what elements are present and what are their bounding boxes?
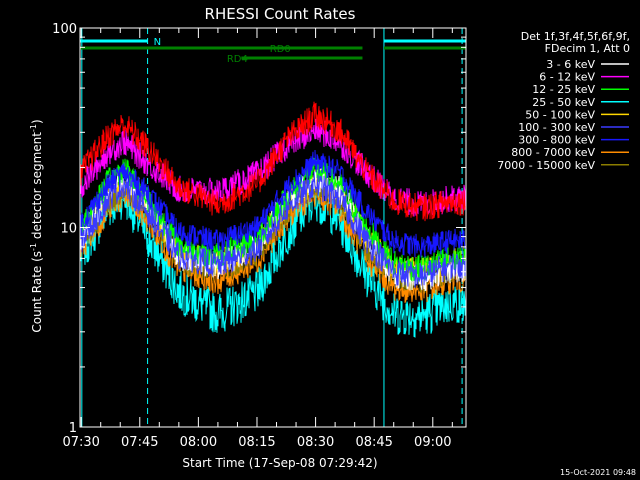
series-line-6 <box>80 171 466 288</box>
attenuator-label-rd4: RD4 <box>227 54 248 65</box>
x-tick-label: 08:45 <box>355 435 392 450</box>
y-axis-label-sup2: -1 <box>29 124 38 132</box>
legend-label-6: 100 - 300 keV <box>518 121 595 134</box>
y-tick-label: 10 <box>60 222 77 237</box>
y-axis-label-main: Count Rate (s <box>30 251 44 333</box>
legend-label-7: 300 - 800 keV <box>518 134 595 147</box>
legend-label-4: 25 - 50 keV <box>532 96 595 109</box>
legend-label-1: 3 - 6 keV <box>546 58 595 71</box>
y-axis-label-end: ) <box>30 119 44 124</box>
chart-title: RHESSI Count Rates <box>205 5 356 23</box>
legend-label-9: 7000 - 15000 keV <box>497 159 595 172</box>
series-line-4 <box>80 181 466 338</box>
legend-header-line-1: Det 1f,3f,4f,5f,6f,9f, <box>521 30 630 43</box>
x-tick-label: 09:00 <box>414 435 451 450</box>
y-axis-label-sup1: -1 <box>29 243 38 251</box>
x-tick-label: 07:30 <box>62 435 99 450</box>
y-tick-label: 100 <box>52 22 77 37</box>
legend-label-8: 800 - 7000 keV <box>511 146 595 159</box>
axes: 1 10 100 07:30 07:45 08:00 08:15 08:30 08:45 09:0… <box>52 22 467 450</box>
legend-label-3: 12 - 25 keV <box>532 83 595 96</box>
y-axis-label: Count Rate (s-1 detector segment-1) <box>29 119 44 332</box>
legend: Det 1f,3f,4f,5f,6f,9f, FDecim 1, Att 0 3… <box>497 30 630 172</box>
y-axis-label-mid: detector segment <box>30 132 44 243</box>
legend-label-5: 50 - 100 keV <box>525 108 595 121</box>
legend-label-2: 6 - 12 keV <box>539 71 595 84</box>
x-tick-label: 08:15 <box>238 435 275 450</box>
attenuator-label-n: N <box>154 37 161 48</box>
timestamp: 15-Oct-2021 09:48 <box>560 468 636 477</box>
x-tick-label: 08:30 <box>297 435 334 450</box>
attenuator-label-rd0: RD0 <box>270 44 291 55</box>
attenuator-bars: N RD0 RD4 <box>80 37 466 65</box>
y-tick-label: 1 <box>69 421 77 436</box>
series-line-7 <box>80 149 466 258</box>
x-tick-label: 07:45 <box>121 435 158 450</box>
x-tick-label: 08:00 <box>180 435 217 450</box>
series-layer <box>80 101 466 338</box>
series-line-10 <box>80 101 466 222</box>
legend-header-line-2: FDecim 1, Att 0 <box>545 42 630 55</box>
x-axis-label: Start Time (17-Sep-08 07:29:42) <box>182 456 377 470</box>
